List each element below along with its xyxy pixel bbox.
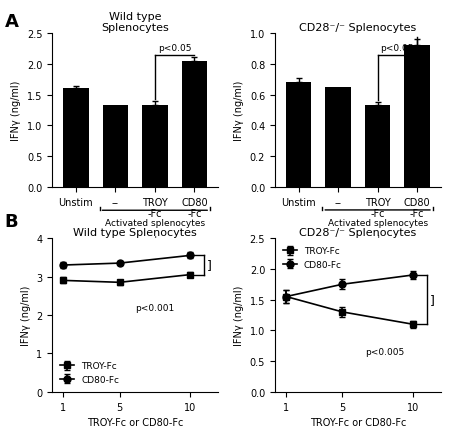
Bar — [325, 88, 351, 187]
X-axis label: TROY-Fc or CD80-Fc
(μg/ml): TROY-Fc or CD80-Fc (μg/ml) — [310, 417, 406, 426]
Legend: TROY-Fc, CD80-Fc: TROY-Fc, CD80-Fc — [280, 243, 346, 273]
Title: CD28⁻/⁻ Splenocytes: CD28⁻/⁻ Splenocytes — [299, 228, 417, 238]
Bar — [142, 106, 168, 187]
Text: p<0.05: p<0.05 — [381, 44, 414, 53]
Text: Activated splenocytes: Activated splenocytes — [328, 218, 428, 227]
Y-axis label: IFNγ (ng/ml): IFNγ (ng/ml) — [234, 285, 244, 345]
Y-axis label: IFNγ (ng/ml): IFNγ (ng/ml) — [20, 285, 31, 345]
Text: ]: ] — [207, 259, 212, 272]
Text: p<0.001: p<0.001 — [135, 303, 174, 312]
Bar — [182, 62, 207, 187]
Text: B: B — [5, 213, 18, 231]
Bar — [63, 89, 89, 187]
Text: Activated splenocytes: Activated splenocytes — [105, 218, 205, 227]
Y-axis label: IFNγ (ng/ml): IFNγ (ng/ml) — [11, 81, 21, 141]
Text: +: + — [151, 234, 159, 243]
X-axis label: TROY-Fc or CD80-Fc
(μg/ml): TROY-Fc or CD80-Fc (μg/ml) — [87, 417, 183, 426]
Bar — [286, 83, 311, 187]
Text: A: A — [5, 13, 18, 31]
Bar — [404, 46, 430, 187]
Text: +: + — [374, 233, 382, 242]
Y-axis label: IFNγ (ng/ml): IFNγ (ng/ml) — [234, 81, 244, 141]
Text: p<0.005: p<0.005 — [365, 348, 404, 357]
Bar — [365, 106, 391, 187]
Title: CD28⁻/⁻ Splenocytes: CD28⁻/⁻ Splenocytes — [299, 23, 417, 33]
Title: Wild type
Splenocytes: Wild type Splenocytes — [101, 12, 169, 33]
Text: p<0.05: p<0.05 — [158, 44, 191, 53]
Legend: TROY-Fc, CD80-Fc: TROY-Fc, CD80-Fc — [57, 358, 123, 387]
Text: ]: ] — [429, 294, 435, 306]
Title: Wild type Splenocytes: Wild type Splenocytes — [73, 228, 197, 238]
Bar — [102, 106, 128, 187]
